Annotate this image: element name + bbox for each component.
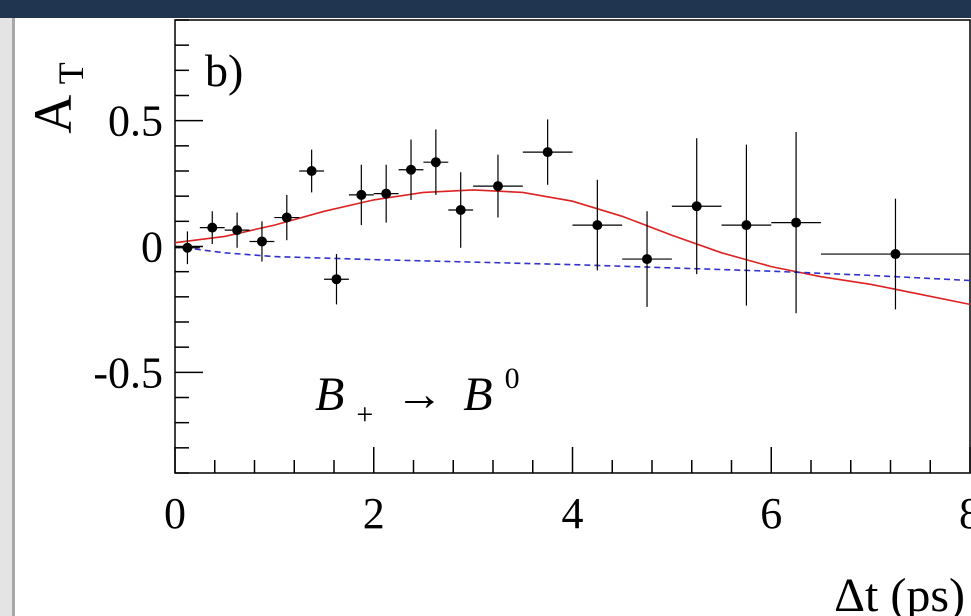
data-point <box>522 119 573 185</box>
data-point <box>348 164 374 226</box>
x-tick-label: 0 <box>164 489 186 538</box>
data-marker <box>356 189 367 200</box>
data-point <box>771 131 821 314</box>
data-point <box>224 212 250 248</box>
x-tick-label: 6 <box>760 489 782 538</box>
data-point <box>423 129 449 195</box>
data-marker <box>381 188 392 199</box>
data-marker <box>430 157 441 168</box>
svg-text:A T: A T <box>23 62 91 134</box>
asymmetry-chart: 0 2 4 6 8 -0.5 0 0.5 b) A T Δt (ps) B + → B 0 <box>23 19 971 616</box>
data-marker <box>791 217 802 228</box>
left-margin-strip <box>0 18 12 616</box>
data-marker <box>890 249 901 260</box>
x-tick-label: 8 <box>959 489 971 538</box>
data-point <box>324 254 349 305</box>
data-marker <box>691 201 702 212</box>
annotation-arrow: → <box>395 368 443 421</box>
data-point <box>299 149 325 193</box>
data-point <box>721 144 772 306</box>
data-marker <box>182 242 193 253</box>
annotation-initial-state: B <box>315 368 344 421</box>
y-tick-label: 0.5 <box>108 97 163 146</box>
data-points <box>175 119 970 314</box>
data-marker <box>256 236 267 247</box>
left-margin-edge <box>12 18 15 616</box>
x-axis-title: Δt (ps) <box>834 569 965 616</box>
data-point <box>473 154 523 218</box>
y-axis-title: A T <box>23 62 91 134</box>
data-point <box>249 221 275 262</box>
decay-annotation: B + → B 0 <box>315 362 520 435</box>
data-point <box>448 172 474 248</box>
data-marker <box>232 225 243 236</box>
data-point <box>622 211 672 307</box>
chart-panel: 0 2 4 6 8 -0.5 0 0.5 b) A T Δt (ps) B + → B 0 <box>15 18 971 616</box>
data-marker <box>207 222 218 233</box>
y-tick-label: 0 <box>141 223 163 272</box>
data-marker <box>306 166 317 176</box>
data-point <box>373 164 399 223</box>
data-marker <box>642 254 653 265</box>
data-point <box>572 179 623 271</box>
data-marker <box>741 220 752 231</box>
data-marker <box>406 164 417 175</box>
data-marker <box>281 212 292 223</box>
title-band <box>0 0 971 18</box>
reference-curve <box>174 245 971 282</box>
y-tick-label: -0.5 <box>93 348 163 397</box>
data-point <box>199 211 225 244</box>
annotation-initial-subscript: + <box>356 398 373 431</box>
axis-ticks: 0 2 4 6 8 -0.5 0 0.5 <box>93 19 971 538</box>
data-point <box>175 231 200 265</box>
fit-curve <box>174 189 971 306</box>
x-tick-label: 2 <box>363 489 385 538</box>
data-point <box>274 194 300 241</box>
data-marker <box>492 181 503 192</box>
data-marker <box>592 220 603 231</box>
annotation-final-state: B <box>463 368 492 421</box>
fit-curves <box>174 189 971 306</box>
data-point <box>820 198 970 310</box>
data-point <box>671 138 722 275</box>
data-marker <box>455 205 466 216</box>
y-axis-title-sub: T <box>51 62 91 84</box>
data-marker <box>331 274 342 285</box>
annotation-final-superscript: 0 <box>505 362 520 395</box>
panel-label: b) <box>205 45 243 96</box>
x-tick-label: 4 <box>562 489 584 538</box>
data-point <box>398 139 424 200</box>
plot-frame <box>174 19 971 474</box>
data-marker <box>542 147 553 158</box>
y-axis-title-main: A <box>23 95 83 134</box>
